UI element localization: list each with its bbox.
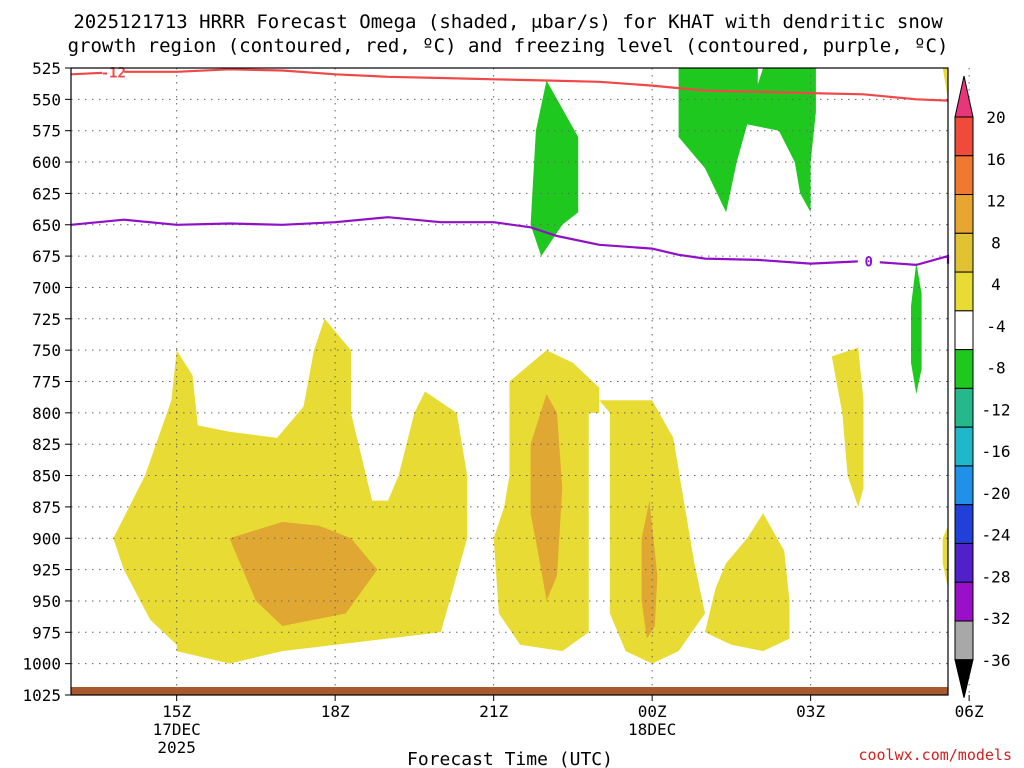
y-tick-label-650: 650 <box>32 216 61 235</box>
contour-label-0: -12 <box>101 65 126 81</box>
y-tick-label-925: 925 <box>32 561 61 580</box>
omega-region-9 <box>641 500 658 639</box>
y-tick-label-850: 850 <box>32 467 61 486</box>
contour-label-bg-1 <box>857 254 880 269</box>
omega-region-4 <box>831 347 864 507</box>
y-tick-label-700: 700 <box>32 278 61 297</box>
colorbar-label-11: -28 <box>982 567 1011 586</box>
colorbar-bottom-triangle <box>954 659 974 698</box>
colorbar-cell-8 <box>954 387 974 428</box>
y-tick-label-525: 525 <box>32 59 61 78</box>
colorbar-label-1: 16 <box>986 150 1005 169</box>
contours: -12 0 <box>70 65 950 270</box>
colorbar-cell-4 <box>954 232 974 273</box>
colorbar-cell-7 <box>954 349 974 389</box>
y-tick-label-825: 825 <box>32 435 61 454</box>
y-tick-label-950: 950 <box>32 592 61 611</box>
colorbar-cell-9 <box>954 426 974 467</box>
x-tick-label-9-0: 00Z <box>638 702 667 721</box>
colorbar-cell-1 <box>954 116 974 157</box>
colorbar-cell-13 <box>954 581 974 622</box>
colorbar-label-7: -12 <box>982 400 1011 419</box>
contour-line-1 <box>70 216 950 267</box>
colorbar: 20 16 12 8 4 -4 -8 -12 -16 -20 -24 -28 -32 -36 <box>954 75 1011 698</box>
colorbar-label-13: -36 <box>982 651 1011 670</box>
y-tick-label-975: 975 <box>32 623 61 642</box>
omega-region-5 <box>942 525 948 601</box>
colorbar-cell-2 <box>954 155 974 196</box>
y-tick-label-550: 550 <box>32 90 61 109</box>
y-tick-label-725: 725 <box>32 310 61 329</box>
omega-region-7 <box>229 521 378 626</box>
colorbar-cell-12 <box>954 542 974 583</box>
x-tick-label-0-1: 17DEC <box>153 720 201 739</box>
y-tick-label-1025: 1025 <box>22 686 61 705</box>
omega-shading <box>113 68 948 664</box>
pressure-axis: 525 550 575 600 625 650 675 700 725 750 775 800 825 8… <box>22 59 71 705</box>
omega-region-3 <box>705 513 790 652</box>
omega-region-8 <box>530 394 563 601</box>
chart-title-line-2: growth region (contoured, red, ºC) and f… <box>68 35 949 57</box>
colorbar-label-3: 8 <box>991 233 1001 252</box>
contour-label-1: 0 <box>865 254 873 270</box>
x-tick-label-12-0: 03Z <box>796 702 825 721</box>
colorbar-label-8: -16 <box>982 442 1011 461</box>
x-tick-label-0-2: 2025 <box>157 738 196 757</box>
y-tick-label-575: 575 <box>32 122 61 141</box>
colorbar-cell-11 <box>954 504 974 544</box>
colorbar-label-4: 4 <box>991 275 1001 294</box>
y-tick-label-1000: 1000 <box>22 655 61 674</box>
colorbar-label-5: -4 <box>986 317 1005 336</box>
x-tick-label-6-0: 21Z <box>479 702 508 721</box>
y-tick-label-750: 750 <box>32 341 61 360</box>
omega-region-0 <box>113 318 468 664</box>
y-tick-label-600: 600 <box>32 153 61 172</box>
colorbar-top-triangle <box>954 75 974 118</box>
colorbar-cell-3 <box>954 194 974 234</box>
chart-title-line-1: 2025121713 HRRR Forecast Omega (shaded, … <box>73 11 943 33</box>
colorbar-label-6: -8 <box>986 359 1005 378</box>
credit-text: coolwx.com/models <box>858 746 1012 764</box>
y-tick-label-800: 800 <box>32 404 61 423</box>
contour-label-bg-0 <box>102 65 125 80</box>
y-tick-label-775: 775 <box>32 373 61 392</box>
colorbar-cell-10 <box>954 465 974 506</box>
x-tick-label-9-1: 18DEC <box>628 720 676 739</box>
colorbar-cell-14 <box>954 620 974 661</box>
y-tick-label-875: 875 <box>32 498 61 517</box>
omega-region-10 <box>530 80 579 257</box>
x-tick-label-3-0: 18Z <box>321 702 350 721</box>
surface-band <box>71 687 948 695</box>
x-axis-label: Forecast Time (UTC) <box>407 749 613 768</box>
colorbar-label-2: 12 <box>986 192 1005 211</box>
x-tick-label-0-0: 15Z <box>162 702 191 721</box>
y-tick-label-625: 625 <box>32 184 61 203</box>
x-tick-label-15-0: 06Z <box>955 702 984 721</box>
plot-area: -12 0 <box>70 65 970 696</box>
omega-region-11 <box>678 68 816 213</box>
y-tick-label-675: 675 <box>32 247 61 266</box>
omega-region-12 <box>911 262 922 394</box>
y-tick-label-900: 900 <box>32 529 61 548</box>
colorbar-label-0: 20 <box>986 108 1005 127</box>
colorbar-label-12: -32 <box>982 609 1011 628</box>
colorbar-cell-5 <box>954 271 974 312</box>
colorbar-label-9: -20 <box>982 484 1011 503</box>
colorbar-cell-6 <box>954 310 974 351</box>
colorbar-label-10: -24 <box>982 526 1011 545</box>
contour-line-0 <box>70 68 949 102</box>
